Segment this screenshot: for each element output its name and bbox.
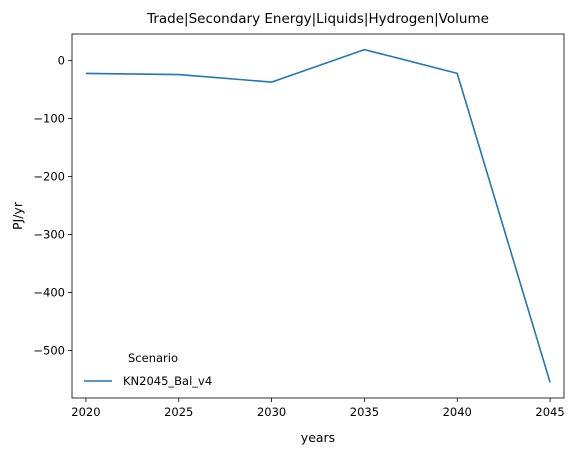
x-axis-title: years <box>301 430 335 445</box>
x-tick-label: 2040 <box>443 405 472 419</box>
plot-frame <box>71 33 565 399</box>
y-axis: 0 −100 −200 −300 −400 −500 <box>33 54 72 357</box>
y-tick-label: −200 <box>33 170 65 184</box>
y-tick-label: −500 <box>33 343 65 357</box>
y-tick-label: 0 <box>58 54 65 68</box>
x-tick-label: 2045 <box>535 405 564 419</box>
x-tick-label: 2025 <box>164 405 193 419</box>
series-line <box>85 48 551 383</box>
y-tick-label: −100 <box>33 112 65 126</box>
chart-title: Trade|Secondary Energy|Liquids|Hydrogen|… <box>146 11 489 27</box>
y-axis-title: PJ/yr <box>10 201 25 230</box>
x-tick-label: 2035 <box>350 405 379 419</box>
y-tick-label: −300 <box>33 228 65 242</box>
plot-area: 2020 2025 2030 2035 2040 2045 0 −100 −200 −300 −4… <box>33 33 565 419</box>
x-tick-label: 2020 <box>71 405 100 419</box>
series-layer <box>85 48 551 383</box>
legend: Scenario KN2045_Bal_v4 <box>84 351 212 388</box>
x-axis: 2020 2025 2030 2035 2040 2045 <box>71 398 565 419</box>
legend-title: Scenario <box>128 351 178 365</box>
legend-label: KN2045_Bal_v4 <box>123 374 212 388</box>
x-tick-label: 2030 <box>257 405 286 419</box>
y-tick-label: −400 <box>33 286 65 300</box>
